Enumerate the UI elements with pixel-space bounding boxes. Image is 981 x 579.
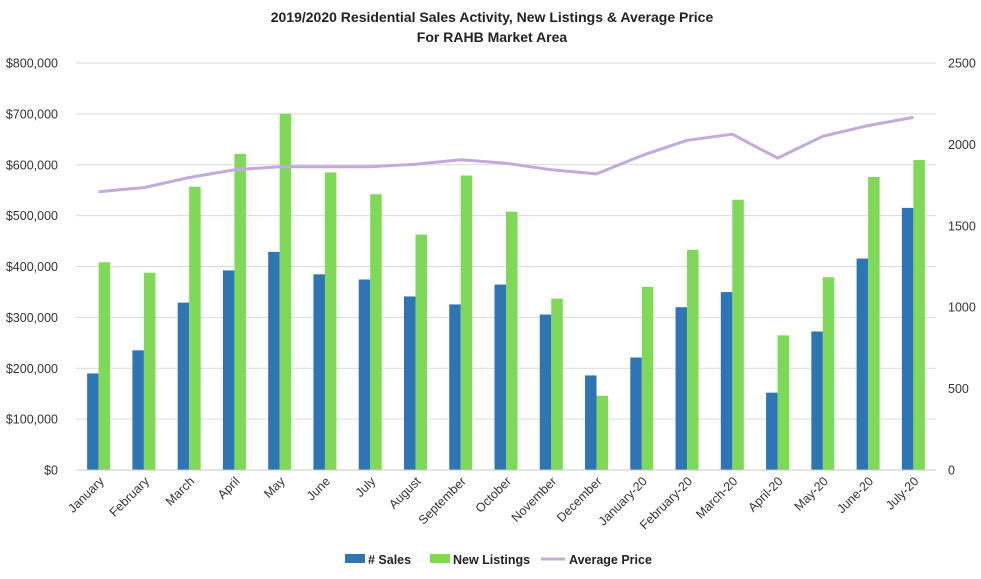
bar-sales (268, 251, 280, 470)
bar-sales (585, 375, 597, 470)
bar-new-listings (641, 286, 654, 470)
x-tick-label: February (107, 474, 153, 520)
x-tick-label: June (304, 474, 333, 503)
bar-sales (856, 258, 869, 470)
legend-label: New Listings (453, 553, 530, 567)
legend: # Sales New Listings Average Price (345, 553, 652, 567)
bar-sales (766, 392, 778, 470)
y-right-tick-label: 1000 (948, 301, 976, 315)
bar-sales (720, 292, 733, 470)
y-left-tick-label: $0 (44, 464, 58, 478)
bar-sales (222, 270, 235, 470)
x-tick-label: May (261, 474, 288, 501)
legend-swatch (430, 554, 450, 563)
bar-new-listings (143, 272, 156, 470)
x-tick-label: July (353, 474, 379, 500)
bar-sales (630, 357, 642, 470)
bar-sales (177, 302, 190, 470)
bar-sales (358, 279, 371, 470)
y-right-tick-label: 2000 (948, 138, 976, 152)
average-price-line (98, 115, 914, 194)
x-tick-label: October (473, 474, 514, 515)
bar-new-listings (822, 277, 835, 470)
bar-new-listings (868, 176, 880, 470)
bar-new-listings (506, 211, 518, 470)
bar-new-listings (279, 113, 292, 470)
y-right-tick-label: 2500 (948, 57, 976, 71)
legend-label: Average Price (569, 553, 652, 567)
bar-new-listings (687, 249, 699, 470)
bar-sales (811, 331, 823, 470)
bar-new-listings (324, 172, 337, 470)
legend-swatch (345, 554, 365, 563)
y-left-tick-label: $500,000 (6, 209, 58, 223)
y-right-tick-label: 1500 (948, 219, 976, 233)
y-left-tick-label: $600,000 (6, 158, 58, 172)
x-tick-label: March-20 (693, 474, 740, 521)
y-right-tick-label: 0 (948, 464, 955, 478)
x-tick-label: November (509, 474, 560, 525)
bar-sales (313, 274, 325, 470)
y-left-tick-label: $200,000 (6, 362, 58, 376)
bar-sales (901, 207, 914, 470)
bar-new-listings (732, 199, 744, 470)
bar-sales (539, 314, 552, 470)
bars (87, 113, 925, 470)
x-tick-label: September (416, 474, 469, 527)
bar-sales (403, 296, 416, 470)
y-left-tick-label: $800,000 (6, 57, 58, 71)
x-tick-label: March (163, 474, 197, 508)
bar-new-listings (777, 335, 790, 470)
bar-sales (675, 307, 688, 470)
bar-sales (132, 350, 144, 470)
bar-new-listings (460, 175, 473, 470)
line-average-price (98, 115, 914, 194)
bar-new-listings (234, 153, 246, 470)
y-left-tick-label: $700,000 (6, 107, 58, 121)
bar-sales (494, 284, 506, 470)
bar-sales (87, 373, 99, 470)
y-right-tick-label: 500 (948, 382, 969, 396)
y-left-tick-label: $300,000 (6, 311, 58, 325)
chart-title: 2019/2020 Residential Sales Activity, Ne… (271, 9, 714, 25)
x-tick-label: July-20 (883, 474, 921, 512)
x-tick-label: April (215, 474, 243, 502)
x-tick-label: June-20 (834, 474, 876, 516)
y-left-tick-label: $100,000 (6, 413, 58, 427)
y-left-tick-label: $400,000 (6, 260, 58, 274)
bar-new-listings (913, 160, 925, 470)
bar-new-listings (551, 298, 563, 470)
bar-new-listings (370, 194, 382, 470)
bar-new-listings (415, 234, 427, 470)
chart-subtitle: For RAHB Market Area (417, 29, 568, 45)
x-tick-label: January (65, 474, 107, 516)
bar-sales (449, 304, 461, 470)
x-tick-label: April-20 (745, 474, 785, 514)
x-tick-label: May-20 (792, 474, 831, 513)
bar-new-listings (596, 395, 609, 470)
legend-label: # Sales (368, 553, 411, 567)
bar-new-listings (98, 262, 111, 470)
bar-new-listings (189, 186, 201, 470)
x-tick-label: August (386, 474, 424, 512)
